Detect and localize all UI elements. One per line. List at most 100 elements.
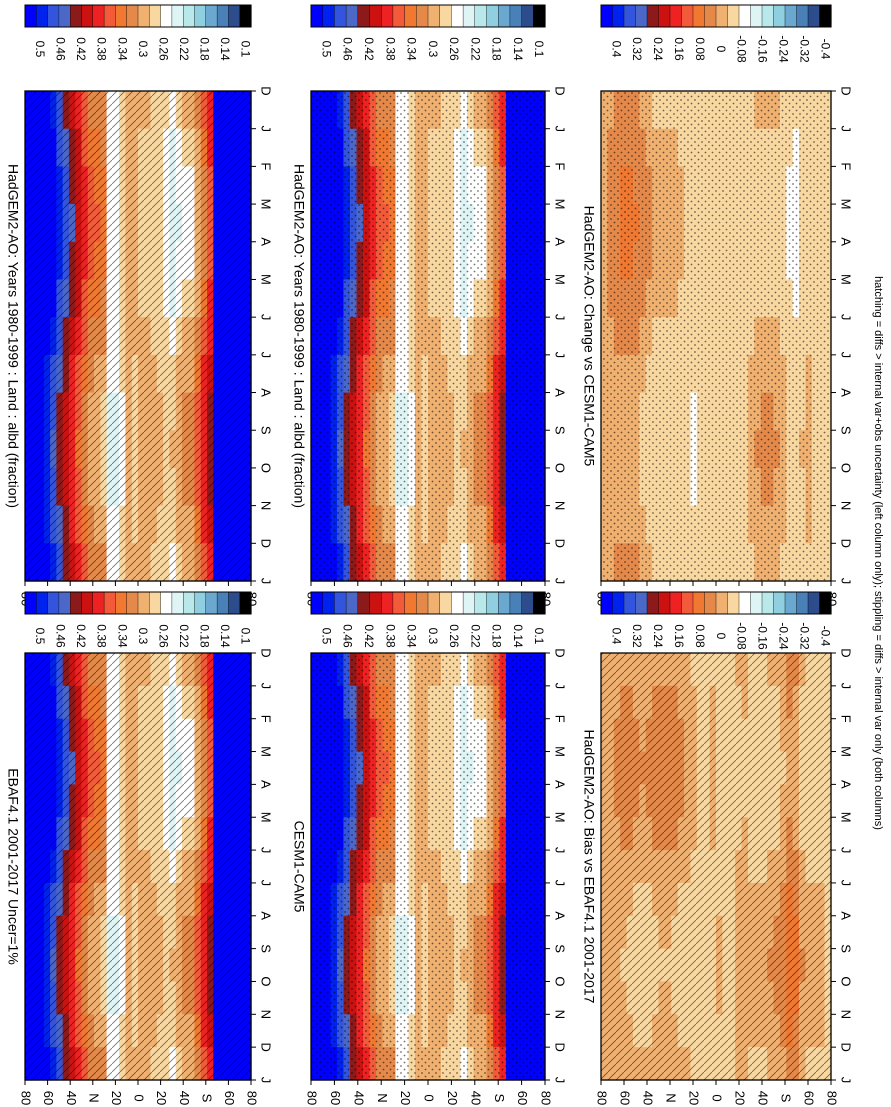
month-label: N (553, 501, 568, 510)
colorbar-label: 0.1 (239, 628, 253, 645)
colorbar-swatch (345, 4, 359, 28)
colorbar-swatch (149, 591, 162, 615)
colorbar-label: -0.16 (756, 35, 770, 63)
colorbar-label: 0.3 (136, 628, 150, 645)
colorbar-swatch (784, 4, 798, 28)
colorbar-swatch (103, 591, 116, 615)
colorbar-swatch (727, 591, 740, 615)
month-label: M (259, 746, 274, 757)
colorbar-swatch (819, 4, 832, 28)
month-label: J (553, 880, 568, 887)
colorbar-label: 0.22 (468, 37, 482, 61)
month-label: D (259, 1042, 274, 1051)
month-label: J (839, 880, 854, 887)
lat-label: 60 (515, 1091, 530, 1105)
colorbar-swatch (310, 4, 324, 28)
colorbar-label: 0.18 (490, 37, 504, 61)
colorbar-label: 0.14 (511, 37, 525, 61)
month-label: D (839, 1042, 854, 1051)
colorbar-swatch (796, 4, 809, 28)
lat-label: 80 (539, 1091, 554, 1105)
colorbar-swatch (738, 591, 752, 615)
colorbar-swatch (126, 4, 139, 28)
month-label: O (839, 976, 854, 986)
colorbar-frame (600, 4, 832, 28)
colorbar-label: 0 (714, 46, 728, 53)
colorbar-swatch (715, 591, 729, 615)
colorbar-swatch (704, 4, 717, 28)
colorbar-swatch (416, 591, 429, 615)
colorbar-label: 0.18 (197, 37, 211, 61)
colorbar-label: 0.42 (74, 37, 88, 61)
colorbar-swatch (692, 591, 706, 615)
colorbar-swatch (439, 591, 453, 615)
colorbar-swatch (623, 4, 637, 28)
colorbar-swatch (658, 591, 671, 615)
month-label: M (259, 274, 274, 285)
colorbar-swatch (416, 4, 429, 28)
colorbar-label: 0.3 (426, 628, 440, 645)
stippling-overlay (311, 653, 545, 1080)
month-label: D (839, 539, 854, 548)
colorbar-swatch (807, 591, 821, 615)
lat-label: 60 (328, 1091, 343, 1105)
colorbar-label: 0.42 (74, 624, 88, 648)
colorbar-label: -0.32 (797, 622, 811, 650)
colorbar-label: 0.26 (447, 624, 461, 648)
colorbar-swatch (669, 4, 683, 28)
month-label: A (259, 780, 274, 789)
lat-label: 40 (756, 1091, 771, 1105)
month-label: J (259, 1077, 274, 1084)
colorbar-label: 0.3 (426, 41, 440, 58)
colorbar-swatch (600, 4, 614, 28)
month-label: F (839, 715, 854, 723)
colorbar-label: 0.26 (156, 624, 170, 648)
month-label: A (259, 911, 274, 920)
lat-label: 80 (19, 1091, 34, 1105)
month-label: O (553, 463, 568, 473)
colorbar-swatch (58, 591, 71, 615)
colorbar-label: 0.34 (115, 624, 129, 648)
colorbar-swatch (92, 4, 105, 28)
lat-label: 60 (802, 1091, 817, 1105)
month-label: O (259, 463, 274, 473)
month-label: J (553, 847, 568, 854)
colorbar-label: 0.1 (239, 41, 253, 58)
colorbar-swatch (381, 4, 394, 28)
lat-label: 60 (618, 1091, 633, 1105)
colorbar-label: 0.08 (693, 624, 707, 648)
colorbar-swatch (658, 4, 671, 28)
colorbar-swatch (474, 4, 488, 28)
colorbar-swatch (182, 591, 196, 615)
lat-label: 60 (41, 1091, 56, 1105)
colorbar-frame (24, 591, 252, 615)
figure-footnote: hatching = diffs > internal var+obs unce… (872, 276, 884, 830)
colorbar-swatch (115, 591, 128, 615)
month-label: M (553, 274, 568, 285)
colorbar-swatch (194, 4, 207, 28)
month-label: S (553, 426, 568, 435)
month-label: F (553, 715, 568, 723)
colorbar-label: 0.18 (490, 624, 504, 648)
colorbar-swatch (115, 4, 128, 28)
colorbar-swatch (310, 591, 324, 615)
colorbar-swatch (58, 4, 71, 28)
colorbar-swatch (137, 4, 150, 28)
colorbar-label: 0.32 (630, 37, 644, 61)
lat-label: 0 (710, 1094, 725, 1101)
colorbar-swatch (47, 4, 60, 28)
month-label: N (839, 1010, 854, 1019)
colorbar-swatch (646, 4, 660, 28)
colorbar-swatch (392, 4, 406, 28)
colorbar-label: 0.38 (95, 37, 109, 61)
lat-label: S (779, 1094, 794, 1103)
month-label: M (553, 199, 568, 210)
colorbar-swatch (600, 591, 614, 615)
panel-cesm: D J F M A M J J A S O N D J 80 60 40 N 20 0 20 40 S 60 80 CESM1-C… (291, 591, 568, 1105)
colorbar-label: -0.16 (756, 622, 770, 650)
colorbar-swatch (228, 591, 241, 615)
month-label: J (259, 880, 274, 887)
colorbar-label: -0.4 (818, 626, 832, 647)
colorbar-swatch (216, 591, 230, 615)
colorbar-label: 0.38 (383, 37, 397, 61)
